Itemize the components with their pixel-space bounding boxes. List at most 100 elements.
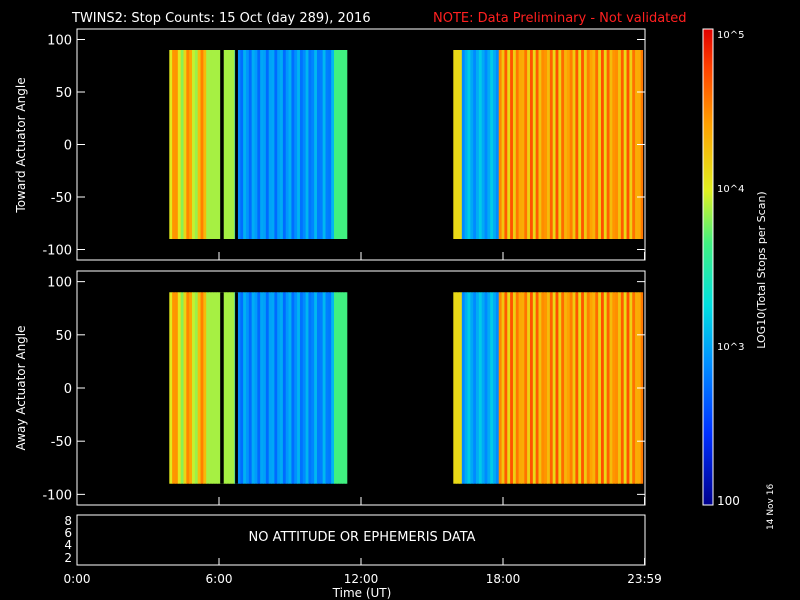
heatmap-cell-toward-0-9.42: [299, 50, 304, 239]
heatmap-cell-away-0-4.38: [180, 292, 184, 484]
heatmap-cell-toward-0-8.70: [282, 50, 287, 239]
chart-title: TWINS2: Stop Counts: 15 Oct (day 289), 2…: [71, 11, 371, 26]
heatmap-cell-away-0-7.38: [251, 292, 255, 484]
heatmap-cell-toward-1-17.82: [498, 50, 503, 239]
heatmap-cell-away-0-6.78: [237, 292, 241, 484]
heatmap-cell-toward-0-9.18: [294, 50, 298, 239]
heatmap-cell-toward-1-23.58: [635, 50, 639, 239]
toward-y-axis-label: Toward Actuator Angle: [14, 77, 28, 213]
heatmap-cell-away-0-4.50: [183, 292, 187, 484]
heatmap-cell-toward-1-20.82: [569, 50, 574, 239]
heatmap-cell-away-0-7.62: [257, 292, 261, 484]
heatmap-cell-toward-0-5.82: [214, 50, 219, 239]
heatmap-cell-away-1-20.10: [552, 292, 557, 484]
colorbar-tick-100: 100: [717, 494, 740, 508]
heatmap-cell-toward-0-10.38: [322, 50, 326, 239]
heatmap-cell-away-0-6.42: [228, 292, 233, 484]
heatmap-cell-toward-1-19.14: [529, 50, 534, 239]
heatmap-cell-away-0-10.86: [334, 292, 338, 484]
colorbar-label: LOG10(Total Stops per Scan): [755, 191, 768, 348]
heatmap-cell-away-1-21.42: [583, 292, 588, 484]
heatmap-cell-toward-0-9.30: [297, 50, 301, 239]
heatmap-cell-away-1-16.14: [458, 292, 463, 484]
heatmap-cell-away-0-3.90: [169, 292, 173, 484]
heatmap-cell-away-1-19.26: [532, 292, 537, 484]
heatmap-cell-away-1-16.74: [473, 292, 477, 484]
heatmap-cell-away-1-19.02: [527, 292, 531, 484]
heatmap-cell-away-0-6.90: [240, 292, 244, 484]
heatmap-cell-toward-1-16.98: [478, 50, 483, 239]
heatmap-cell-away-1-19.74: [544, 292, 548, 484]
heatmap-cell-away-1-17.46: [490, 292, 494, 484]
heatmap-cell-away-1-22.74: [615, 292, 619, 484]
heatmap-cell-away-1-21.06: [575, 292, 579, 484]
heatmap-cell-toward-0-10.98: [336, 50, 341, 239]
heatmap-cell-toward-0-4.14: [174, 50, 179, 239]
heatmap-cell-toward-1-21.30: [581, 50, 585, 239]
y-tick-label-away--100: -100: [42, 488, 72, 503]
heatmap-cell-toward-1-20.70: [566, 50, 571, 239]
heatmap-cell-toward-0-6.30: [226, 50, 230, 239]
heatmap-cell-away-1-21.90: [595, 292, 599, 484]
heatmap-cell-away-1-18.18: [507, 292, 511, 484]
heatmap-cell-away-0-8.34: [274, 292, 278, 484]
heatmap-cell-away-0-8.58: [280, 292, 284, 484]
heatmap-cell-away-0-4.14: [174, 292, 179, 484]
heatmap-cell-toward-0-4.38: [180, 50, 184, 239]
print-date: 14 Nov 16: [766, 483, 776, 530]
x-tick-label-3: 18:00: [486, 572, 521, 586]
heatmap-cell-toward-1-22.50: [609, 50, 613, 239]
heatmap-cell-away-0-10.50: [325, 292, 329, 484]
heatmap-cell-toward-1-18.06: [504, 50, 508, 239]
preliminary-note: NOTE: Data Preliminary - Not validated: [433, 11, 687, 26]
y-tick-label-toward--100: -100: [42, 244, 72, 259]
heatmap-cell-toward-1-17.34: [487, 50, 491, 239]
colorbar-tick-1e4: 10^4: [717, 184, 744, 195]
heatmap-cell-toward-1-20.34: [558, 50, 562, 239]
heatmap-cell-away-1-21.78: [592, 292, 596, 484]
heatmap-cell-toward-1-21.90: [595, 50, 599, 239]
heatmap-cell-toward-0-8.58: [280, 50, 284, 239]
heatmap-cell-toward-1-17.22: [484, 50, 488, 239]
heatmap-cell-toward-1-20.10: [552, 50, 557, 239]
heatmap-cell-toward-1-19.02: [527, 50, 531, 239]
y-tick-label-away-100: 100: [47, 276, 72, 291]
heatmap-cell-toward-0-8.22: [271, 50, 275, 239]
heatmap-cell-toward-0-4.50: [183, 50, 187, 239]
heatmap-cell-away-1-16.62: [470, 292, 474, 484]
heatmap-cell-away-1-19.98: [549, 292, 554, 484]
heatmap-cell-away-0-10.62: [328, 292, 332, 484]
heatmap-cell-toward-0-7.38: [251, 50, 255, 239]
heatmap-cell-toward-1-22.74: [615, 50, 619, 239]
y-tick-label-toward-100: 100: [47, 34, 72, 49]
heatmap-cell-away-1-16.02: [456, 292, 460, 484]
heatmap-cell-away-0-6.54: [231, 292, 236, 484]
heatmap-cell-toward-1-18.30: [510, 50, 514, 239]
colorbar: [702, 28, 714, 506]
heatmap-cell-away-1-20.58: [564, 292, 568, 484]
heatmap-cell-away-1-20.82: [569, 292, 574, 484]
heatmap-cell-toward-0-4.26: [177, 50, 182, 239]
heatmap-cell-toward-1-23.10: [623, 50, 628, 239]
heatmap-cell-away-1-21.30: [581, 292, 585, 484]
heatmap-cell-away-1-18.78: [521, 292, 525, 484]
heatmap-cell-toward-0-5.94: [217, 50, 221, 239]
heatmap-cell-away-0-5.70: [211, 292, 216, 484]
heatmap-cell-toward-1-20.46: [561, 50, 565, 239]
heatmap-cell-away-0-9.54: [302, 292, 307, 484]
heatmap-cell-toward-1-17.94: [501, 50, 505, 239]
data-gap-toward-1: [235, 50, 238, 239]
heatmap-cell-toward-0-7.98: [265, 50, 270, 239]
x-tick-label-1: 6:00: [206, 572, 233, 586]
heatmap-cell-toward-1-19.26: [532, 50, 537, 239]
heatmap-cell-toward-1-16.74: [473, 50, 477, 239]
heatmap-cell-toward-1-18.78: [521, 50, 525, 239]
heatmap-cell-toward-0-5.46: [206, 50, 210, 239]
heatmap-cell-toward-0-4.02: [172, 50, 176, 239]
axes: 100 50 0 -50 -100 100 50 0 -50 -100 0:00 6:00 12:00 1…: [42, 34, 661, 587]
heatmap-cell-away-1-16.26: [461, 292, 466, 484]
heatmap-cell-away-0-9.06: [291, 292, 295, 484]
heatmap-cell-away-1-18.90: [524, 292, 528, 484]
heatmap-cell-away-1-23.34: [629, 292, 633, 484]
